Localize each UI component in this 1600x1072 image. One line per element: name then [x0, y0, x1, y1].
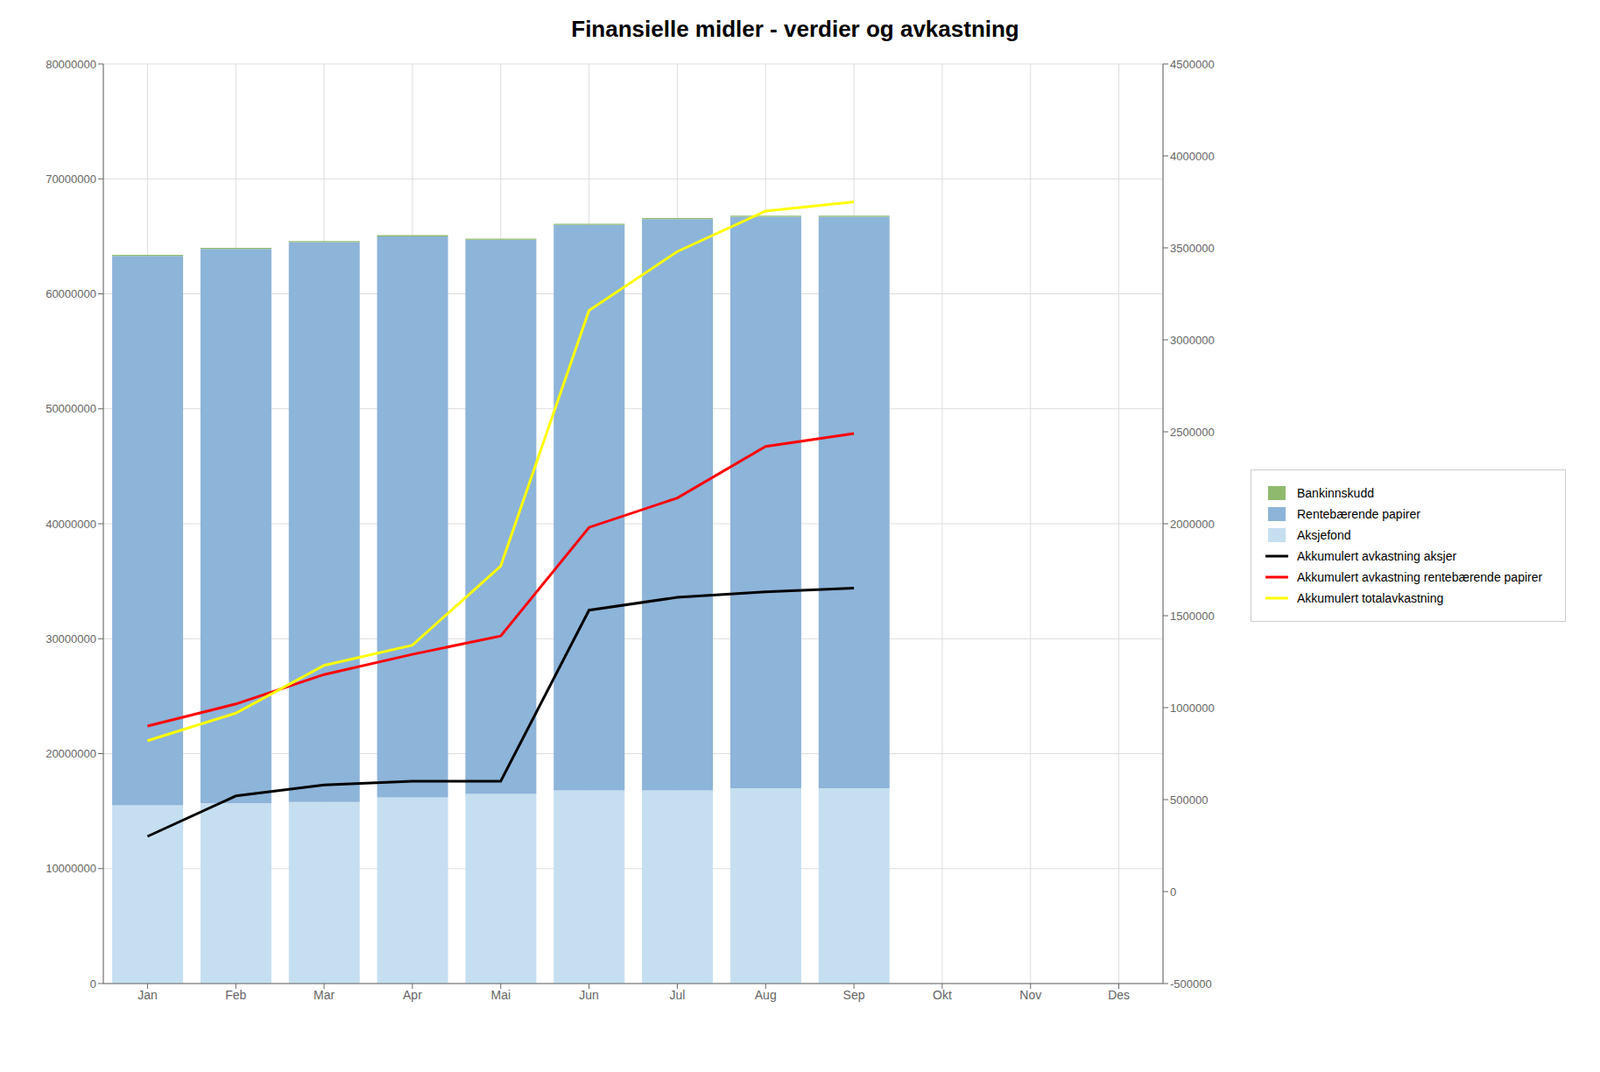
svg-text:Mai: Mai [490, 987, 511, 1002]
svg-text:2500000: 2500000 [1170, 425, 1215, 439]
svg-text:3000000: 3000000 [1170, 333, 1215, 347]
svg-text:40000000: 40000000 [45, 517, 97, 531]
html-text:Rentebærende papirer: Rentebærende papirer [1296, 507, 1421, 522]
svg-text:4500000: 4500000 [1170, 57, 1215, 71]
svg-text:80000000: 80000000 [45, 57, 97, 71]
svg-text:Okt: Okt [932, 987, 952, 1002]
svg-text:Jun: Jun [578, 987, 600, 1002]
svg-text:500000: 500000 [1170, 793, 1208, 807]
svg-text:60000000: 60000000 [45, 287, 97, 301]
html-text:Akkumulert avkastning rentebær: Akkumulert avkastning rentebærende papir… [1296, 570, 1543, 585]
svg-text:0: 0 [1170, 885, 1177, 899]
svg-text:-500000: -500000 [1170, 977, 1213, 991]
svg-text:1500000: 1500000 [1170, 609, 1215, 623]
html-text:Aksjefond: Aksjefond [1296, 528, 1351, 543]
svg-text:0: 0 [90, 977, 97, 991]
svg-text:Sep: Sep [843, 987, 866, 1002]
svg-text:3500000: 3500000 [1170, 241, 1215, 255]
svg-text:50000000: 50000000 [45, 401, 97, 416]
svg-text:Mar: Mar [313, 987, 335, 1002]
svg-text:Jan: Jan [137, 987, 158, 1002]
svg-text:10000000: 10000000 [45, 861, 97, 875]
svg-text:Feb: Feb [225, 987, 247, 1002]
svg-text:Des: Des [1107, 987, 1130, 1002]
svg-text:4000000: 4000000 [1170, 149, 1215, 163]
svg-text:Aug: Aug [754, 987, 777, 1002]
svg-text:2000000: 2000000 [1170, 517, 1215, 531]
svg-text:30000000: 30000000 [45, 632, 97, 646]
html-text:Bankinnskudd: Bankinnskudd [1296, 486, 1375, 501]
svg-text:20000000: 20000000 [45, 747, 97, 761]
html-text:Akkumulert avkastning aksjer: Akkumulert avkastning aksjer [1296, 549, 1457, 564]
html-text:Finansielle midler - verdier o: Finansielle midler - verdier og avkastni… [571, 15, 1020, 43]
svg-text:Jul: Jul [669, 987, 685, 1002]
svg-text:1000000: 1000000 [1170, 701, 1215, 715]
svg-text:Nov: Nov [1019, 987, 1042, 1002]
svg-text:70000000: 70000000 [45, 172, 97, 186]
svg-text:Apr: Apr [402, 987, 423, 1002]
html-text:Akkumulert totalavkastning: Akkumulert totalavkastning [1296, 591, 1444, 606]
